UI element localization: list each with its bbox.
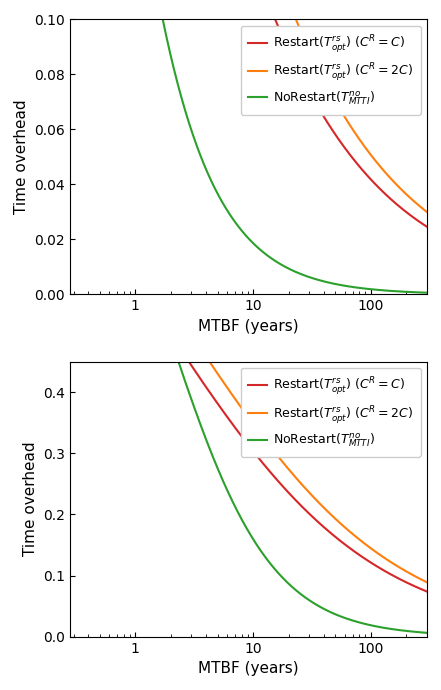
NoRestart($T^{no}_{MTTI}$) [232,501,237,509]
NoRestart($T^{no}_{MTTI}$) [348,616,354,624]
NoRestart($T^{no}_{MTTI}$) [425,288,430,297]
Y-axis label: Time overhead: Time overhead [14,99,29,214]
Restart($T^{rs}_{opt}$) ($C^R = 2C$) [348,529,354,537]
Restart($T^{rs}_{opt}$) ($C^R = 2C$) [414,199,419,208]
Line: Restart($T^{rs}_{opt}$) ($C^R = C$): Restart($T^{rs}_{opt}$) ($C^R = C$) [70,0,427,227]
Legend: Restart($T^{rs}_{opt}$) ($C^R = C$), Restart($T^{rs}_{opt}$) ($C^R = 2C$), NoRes: Restart($T^{rs}_{opt}$) ($C^R = C$), Res… [241,26,421,115]
X-axis label: MTBF (years): MTBF (years) [198,661,299,676]
Restart($T^{rs}_{opt}$) ($C^R = 2C$) [425,208,430,216]
NoRestart($T^{no}_{MTTI}$) [67,100,73,108]
Restart($T^{rs}_{opt}$) ($C^R = 2C$) [414,573,419,581]
Restart($T^{rs}_{opt}$) ($C^R = 2C$) [348,123,354,131]
Y-axis label: Time overhead: Time overhead [22,442,37,556]
X-axis label: MTBF (years): MTBF (years) [198,319,299,334]
NoRestart($T^{no}_{MTTI}$) [414,628,419,636]
NoRestart($T^{no}_{MTTI}$) [86,128,91,136]
Restart($T^{rs}_{opt}$) ($C^R = C$) [414,215,419,224]
Line: Restart($T^{rs}_{opt}$) ($C^R = 2C$): Restart($T^{rs}_{opt}$) ($C^R = 2C$) [70,0,427,212]
Restart($T^{rs}_{opt}$) ($C^R = C$) [241,435,247,443]
Restart($T^{rs}_{opt}$) ($C^R = C$) [232,422,237,431]
Restart($T^{rs}_{opt}$) ($C^R = C$) [414,583,419,591]
Legend: Restart($T^{rs}_{opt}$) ($C^R = C$), Restart($T^{rs}_{opt}$) ($C^R = 2C$), NoRes: Restart($T^{rs}_{opt}$) ($C^R = C$), Res… [241,368,421,457]
Line: NoRestart($T^{no}_{MTTI}$): NoRestart($T^{no}_{MTTI}$) [70,104,427,633]
NoRestart($T^{no}_{MTTI}$) [414,288,419,297]
NoRestart($T^{no}_{MTTI}$) [241,519,247,527]
Restart($T^{rs}_{opt}$) ($C^R = C$) [425,223,430,231]
Restart($T^{rs}_{opt}$) ($C^R = C$) [86,213,91,221]
Line: NoRestart($T^{no}_{MTTI}$): NoRestart($T^{no}_{MTTI}$) [70,0,427,293]
Restart($T^{rs}_{opt}$) ($C^R = C$) [348,545,354,553]
Restart($T^{rs}_{opt}$) ($C^R = 2C$) [67,167,73,175]
Restart($T^{rs}_{opt}$) ($C^R = 2C$) [232,393,237,402]
Restart($T^{rs}_{opt}$) ($C^R = 2C$) [425,578,430,586]
Restart($T^{rs}_{opt}$) ($C^R = 2C$) [414,199,419,208]
Restart($T^{rs}_{opt}$) ($C^R = 2C$) [241,407,247,415]
NoRestart($T^{no}_{MTTI}$) [414,288,419,297]
NoRestart($T^{no}_{MTTI}$) [425,629,430,637]
Line: Restart($T^{rs}_{opt}$) ($C^R = C$): Restart($T^{rs}_{opt}$) ($C^R = C$) [70,195,427,591]
NoRestart($T^{no}_{MTTI}$) [348,283,354,291]
Restart($T^{rs}_{opt}$) ($C^R = 2C$) [414,573,419,581]
NoRestart($T^{no}_{MTTI}$) [241,229,247,237]
Restart($T^{rs}_{opt}$) ($C^R = C$) [414,216,419,224]
NoRestart($T^{no}_{MTTI}$) [232,217,237,225]
Restart($T^{rs}_{opt}$) ($C^R = C$) [414,583,419,591]
Restart($T^{rs}_{opt}$) ($C^R = C$) [67,191,73,199]
Restart($T^{rs}_{opt}$) ($C^R = 2C$) [86,188,91,196]
Line: Restart($T^{rs}_{opt}$) ($C^R = 2C$): Restart($T^{rs}_{opt}$) ($C^R = 2C$) [70,171,427,582]
Restart($T^{rs}_{opt}$) ($C^R = C$) [348,152,354,161]
NoRestart($T^{no}_{MTTI}$) [414,628,419,636]
Restart($T^{rs}_{opt}$) ($C^R = C$) [425,587,430,595]
